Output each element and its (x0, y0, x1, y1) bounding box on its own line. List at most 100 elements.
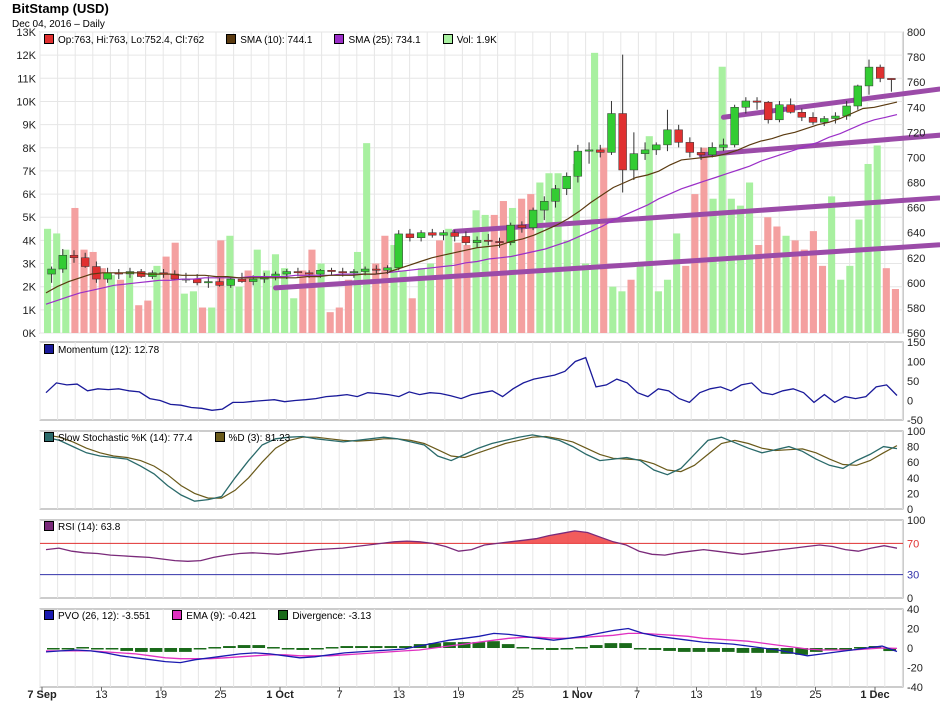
volume-bar (873, 145, 881, 333)
x-tick-label: 25 (214, 689, 226, 701)
candle-body (47, 268, 56, 275)
momentum-tick-label: -50 (907, 415, 923, 427)
volume-bar (107, 275, 115, 333)
volume-bar (44, 228, 52, 333)
legend-label: Vol: 1.9K (456, 35, 497, 46)
price-tick-label: 720 (907, 127, 925, 139)
volume-bar (80, 249, 88, 333)
candle-body (372, 268, 381, 271)
pvo-tick-label: -20 (907, 663, 923, 675)
candle-body (719, 144, 728, 148)
volume-bar (472, 210, 480, 333)
candle-body (416, 232, 426, 238)
divergence-bar (281, 648, 295, 650)
x-tick-label: 13 (690, 689, 702, 701)
divergence-bar (575, 647, 588, 649)
pvo-legend-item: Divergence: -3.13 (278, 610, 371, 622)
candle-body (887, 78, 896, 80)
volume-bar (290, 298, 298, 333)
divergence-bar (501, 644, 515, 648)
price-tick-label: 740 (907, 102, 925, 114)
stochastic-legend-item: Slow Stochastic %K (14): 77.4 (44, 432, 193, 444)
volume-bar (299, 270, 307, 333)
volume-bar (381, 235, 389, 333)
volume-tick-label: 8K (23, 143, 37, 155)
price-tick-label: 800 (907, 27, 925, 39)
volume-bar (153, 265, 161, 333)
divergence-bar (751, 648, 764, 653)
candle-body (640, 149, 650, 154)
candle-body (226, 278, 235, 286)
divergence-bar (267, 647, 280, 649)
volume-bar (98, 268, 106, 333)
candle-body (596, 149, 605, 153)
candle-body (394, 233, 403, 269)
trend-line (698, 132, 940, 158)
volume-bar (691, 194, 699, 333)
pvo-legend-item: EMA (9): -0.421 (172, 610, 256, 622)
divergence-bar (648, 648, 662, 650)
volume-bar (773, 226, 781, 333)
volume-bar (463, 245, 471, 333)
divergence-bar (853, 647, 867, 649)
volume-tick-label: 13K (16, 27, 36, 39)
momentum-tick-label: 50 (907, 376, 919, 388)
candle-body (461, 236, 471, 243)
price-tick-label: 680 (907, 178, 925, 190)
volume-bar (682, 265, 690, 333)
volume-bar (53, 233, 61, 333)
divergence-bar (560, 648, 574, 650)
volume-bar (591, 52, 599, 333)
divergence-bar (61, 648, 75, 650)
legend-label: RSI (14): 63.8 (58, 522, 121, 533)
divergence-bar (487, 641, 500, 648)
legend-swatch-icon (172, 610, 183, 620)
volume-bar (663, 279, 672, 333)
page-title: BitStamp (USD) (12, 1, 109, 16)
stoch-k-line (45, 434, 898, 502)
divergence-bar (193, 648, 207, 650)
volume-bar (262, 270, 270, 333)
candle-body (618, 113, 627, 171)
divergence-bar (91, 648, 104, 650)
momentum-tick-label: 0 (907, 396, 913, 408)
candle-body (349, 271, 359, 274)
rsi-legend-item: RSI (14): 63.8 (44, 521, 120, 533)
volume-bar (563, 240, 571, 333)
legend-label: %D (3): 81.23 (228, 433, 291, 444)
volume-bar (390, 245, 398, 333)
volume-bar (855, 219, 863, 333)
candle-body (730, 107, 739, 146)
volume-bar (253, 249, 261, 333)
pvo-legend: PVO (26, 12): -3.551 EMA (9): -0.421 Diver… (44, 610, 393, 622)
momentum-line (45, 356, 898, 411)
volume-bar (126, 275, 134, 333)
divergence-bar (619, 643, 632, 648)
legend-label: EMA (9): -0.421 (186, 611, 257, 622)
stoch-tick-label: 80 (907, 442, 919, 454)
x-tick-label: 7 (336, 689, 342, 701)
candle-body (472, 239, 482, 243)
divergence-bar (340, 646, 354, 648)
stoch-tick-label: 0 (907, 504, 913, 516)
volume-tick-label: 12K (16, 50, 36, 62)
price-tick-label: 780 (907, 52, 925, 64)
candle-body (584, 149, 594, 152)
candle-body (293, 271, 303, 274)
candle-body (551, 188, 560, 202)
volume-bar (308, 249, 316, 333)
pvo-ema-line (46, 632, 898, 660)
volume-bar (180, 293, 188, 333)
candle-body (752, 100, 762, 103)
price-tick-label: 760 (907, 77, 925, 89)
volume-tick-label: 4K (23, 235, 37, 247)
price-tick-label: 580 (907, 303, 925, 315)
candle-body (327, 270, 336, 272)
volume-bar (353, 251, 362, 333)
volume-bar (700, 147, 708, 333)
volume-bar (600, 147, 608, 333)
legend-label: Slow Stochastic %K (14): 77.4 (58, 433, 193, 444)
x-tick-label: 19 (155, 689, 167, 701)
divergence-bar (883, 648, 896, 652)
volume-bar (755, 245, 763, 333)
